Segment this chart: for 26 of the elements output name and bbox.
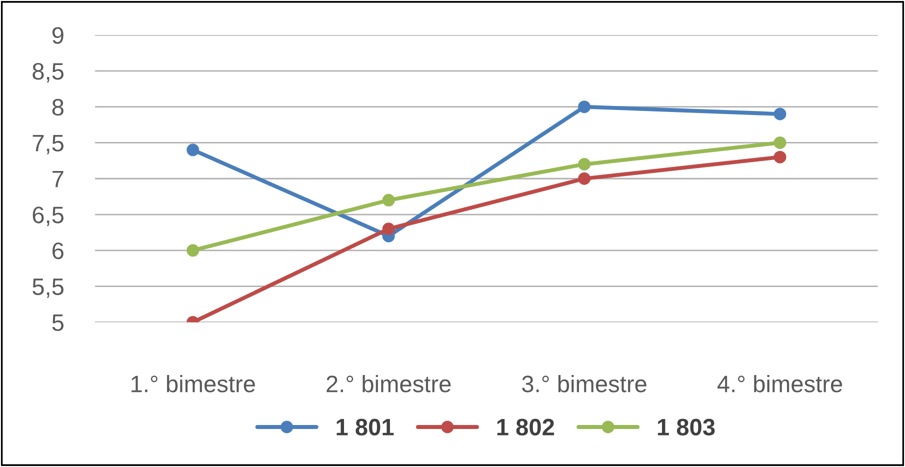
point	[186, 244, 200, 257]
y-tick-label: 5	[52, 314, 64, 332]
y-tick-label: 5,5	[32, 278, 64, 298]
y-tick-label: 8,5	[32, 62, 64, 82]
y-tick-label: 7	[52, 170, 64, 188]
legend-label: 1 801	[336, 418, 394, 436]
point	[774, 108, 786, 120]
x-tick-label: 2.° bimestre	[326, 375, 451, 392]
y-tick-label: 7,5	[32, 135, 64, 154]
legend-label: 1 803	[658, 418, 715, 436]
point	[186, 144, 200, 156]
point	[382, 222, 395, 236]
point	[578, 158, 591, 171]
y-tick-label: 9	[52, 27, 64, 44]
y-tick-label: 8	[52, 98, 64, 116]
point	[578, 172, 591, 185]
x-tick-label: 4.° bimestre	[717, 375, 842, 392]
point	[774, 136, 786, 149]
point	[382, 194, 395, 206]
x-tick-label: 1.° bimestre	[132, 375, 255, 392]
y-tick-label: 6	[52, 242, 64, 260]
x-tick-label: 3.° bimestre	[522, 375, 646, 392]
y-tick-label: 6,5	[32, 206, 64, 226]
point	[774, 150, 786, 164]
point	[578, 100, 591, 114]
legend-label: 1 802	[497, 418, 554, 436]
